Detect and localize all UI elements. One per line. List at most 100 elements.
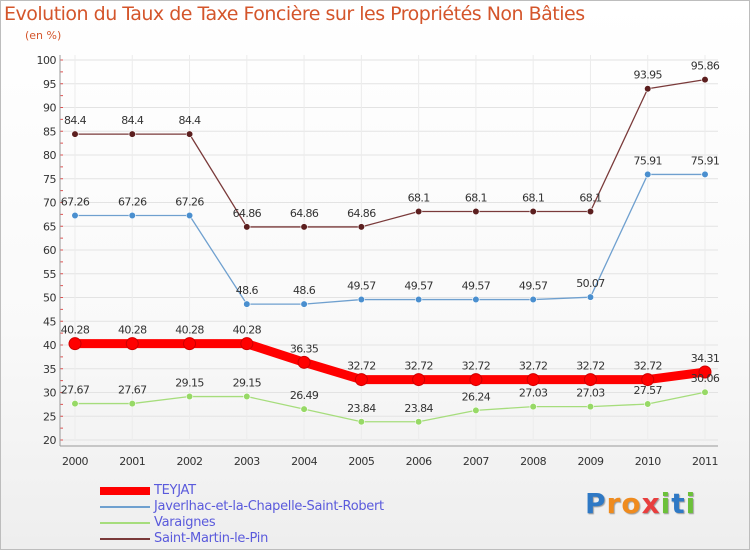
logo-letter: o [621, 487, 642, 520]
data-label: 32.72 [347, 360, 376, 373]
data-label: 49.57 [347, 280, 376, 293]
logo-letter: i [660, 487, 672, 520]
data-label: 67.26 [61, 196, 90, 209]
y-tick-label: 95 [43, 78, 56, 91]
x-tick-label: 2000 [62, 455, 88, 468]
series-line [74, 391, 706, 423]
data-label: 40.28 [233, 324, 262, 337]
x-tick-label: 2006 [406, 455, 432, 468]
data-point [586, 403, 595, 411]
legend-swatch [100, 522, 150, 524]
data-label: 32.72 [576, 360, 605, 373]
x-tick-label: 2011 [692, 455, 718, 468]
data-label: 40.28 [175, 324, 204, 337]
y-tick-label: 50 [43, 292, 56, 305]
legend-label: Saint-Martin-le-Pin [154, 531, 269, 546]
data-label: 68.1 [408, 192, 430, 205]
data-point [644, 400, 652, 408]
data-label: 64.86 [290, 207, 319, 220]
data-point [529, 403, 537, 411]
x-tick-label: 2009 [577, 455, 603, 468]
y-tick-label: 20 [43, 434, 56, 447]
data-point [300, 300, 308, 308]
data-point [701, 170, 709, 179]
logo-letter: t [671, 487, 686, 520]
data-label: 29.15 [233, 377, 262, 390]
data-point [415, 295, 423, 304]
y-tick-label: 35 [43, 363, 56, 376]
logo-letter: i [685, 487, 697, 520]
legend-item: Javerlhac-et-la-Chapelle-Saint-Robert [100, 499, 460, 515]
y-tick-label: 85 [43, 125, 56, 138]
data-point [529, 207, 537, 216]
axes: 20 25 30 35 40 45 50 55 60 65 70 75 80 85 90 95 100 2000 2… [37, 54, 719, 468]
data-label: 95.86 [691, 60, 720, 73]
logo-letter: P [585, 487, 607, 520]
data-point [71, 130, 79, 138]
data-label: 84.4 [178, 114, 201, 127]
data-point [183, 337, 197, 351]
data-label: 34.31 [691, 352, 720, 365]
y-tick-label: 40 [43, 339, 56, 352]
legend-swatch [100, 538, 150, 540]
x-tick-label: 2005 [348, 455, 374, 468]
data-point [243, 392, 251, 401]
y-tick-label: 60 [43, 244, 56, 257]
y-tick-label: 100 [37, 54, 57, 67]
legend-item: TEYJAT [100, 483, 460, 499]
y-tick-label: 90 [43, 102, 56, 115]
data-point [415, 207, 423, 216]
legend-swatch [100, 487, 150, 495]
data-label: 68.1 [522, 192, 544, 205]
data-label: 40.28 [61, 324, 90, 337]
series-lines [68, 76, 712, 426]
series-line [74, 79, 706, 228]
data-label: 36.35 [290, 342, 319, 355]
data-point [128, 399, 136, 408]
data-point [472, 295, 480, 304]
legend-label: Varaignes [154, 515, 216, 530]
data-label: 67.26 [175, 196, 204, 209]
legend-item: Varaignes [100, 515, 460, 531]
legend-label: TEYJAT [154, 483, 196, 498]
legend-item: Saint-Martin-le-Pin [100, 531, 460, 547]
data-label: 75.91 [691, 154, 720, 167]
data-label: 48.6 [293, 284, 316, 297]
grid [60, 55, 718, 441]
data-label: 68.1 [465, 192, 487, 205]
data-label: 32.72 [404, 360, 433, 373]
data-label: 32.72 [633, 360, 662, 373]
y-tick-label: 25 [43, 410, 56, 423]
data-label: 23.84 [404, 402, 433, 415]
data-point [71, 399, 79, 408]
y-tick-label: 55 [43, 268, 56, 281]
series-1 [71, 170, 709, 308]
data-point [529, 295, 537, 304]
data-point [125, 337, 139, 351]
data-point [300, 223, 308, 231]
x-tick-label: 2002 [177, 455, 203, 468]
data-label: 40.28 [118, 324, 147, 337]
y-tick-label: 75 [43, 173, 56, 186]
data-point [297, 355, 311, 369]
data-label: 49.57 [404, 280, 433, 293]
series-line [70, 339, 710, 385]
data-label: 26.49 [290, 389, 319, 402]
data-label: 32.72 [519, 360, 548, 373]
data-label: 68.1 [579, 192, 601, 205]
data-point [641, 373, 655, 387]
legend-swatch [100, 506, 150, 508]
legend-label: Javerlhac-et-la-Chapelle-Saint-Robert [154, 499, 384, 514]
data-point [128, 130, 136, 138]
data-point [185, 130, 194, 138]
data-labels: 67.26 67.26 67.26 48.6 48.6 49.57 49.57 49.57 49… [61, 60, 721, 415]
logo-letter: r [606, 487, 622, 520]
data-point [698, 365, 712, 379]
y-tick-label: 30 [43, 387, 56, 400]
data-point [300, 405, 308, 413]
unit-note: (en %) [25, 29, 62, 42]
x-tick-label: 2010 [635, 455, 661, 468]
data-label: 93.95 [633, 69, 662, 82]
